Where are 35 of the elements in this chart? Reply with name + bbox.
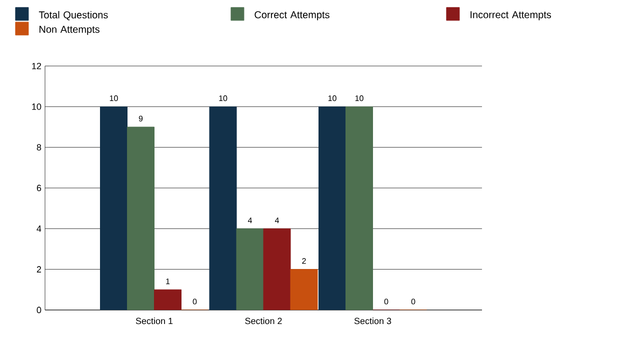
data-label: 0 xyxy=(384,298,388,304)
x-tick-label: Section 3 xyxy=(354,318,392,324)
data-label: 4 xyxy=(274,218,279,224)
data-label: 0 xyxy=(192,298,197,304)
legend-label: Correct Attempts xyxy=(254,11,330,20)
legend-label: Non Attempts xyxy=(40,26,100,35)
data-label: 1 xyxy=(166,278,170,284)
data-label: 4 xyxy=(248,218,252,224)
legend-label: Incorrect Attempts xyxy=(470,11,552,20)
y-tick-label: 8 xyxy=(36,144,42,151)
y-tick-label: 6 xyxy=(36,184,42,192)
y-tick-label: 4 xyxy=(36,226,42,232)
y-tick-label: 0 xyxy=(36,306,42,314)
data-label: 0 xyxy=(411,298,416,304)
data-label: 10 xyxy=(355,95,364,102)
data-label: 10 xyxy=(219,95,228,102)
bar xyxy=(236,228,264,310)
bar xyxy=(154,289,182,310)
data-label: 10 xyxy=(328,95,336,102)
data-label: 2 xyxy=(302,258,306,264)
y-tick-label: 10 xyxy=(32,103,42,110)
bar xyxy=(127,126,155,310)
bar xyxy=(290,269,318,310)
bar xyxy=(100,106,128,310)
legend-label: Total Questions xyxy=(38,11,108,20)
data-label: 9 xyxy=(138,116,143,122)
data-label: 10 xyxy=(110,95,118,102)
bar xyxy=(318,106,346,310)
y-tick-label: 12 xyxy=(32,62,42,70)
bar xyxy=(346,106,374,310)
y-tick-label: 2 xyxy=(36,266,42,272)
bar xyxy=(263,228,291,310)
bar xyxy=(209,106,237,310)
x-tick-label: Section 2 xyxy=(245,318,282,324)
x-tick-label: Section 1 xyxy=(136,318,173,324)
